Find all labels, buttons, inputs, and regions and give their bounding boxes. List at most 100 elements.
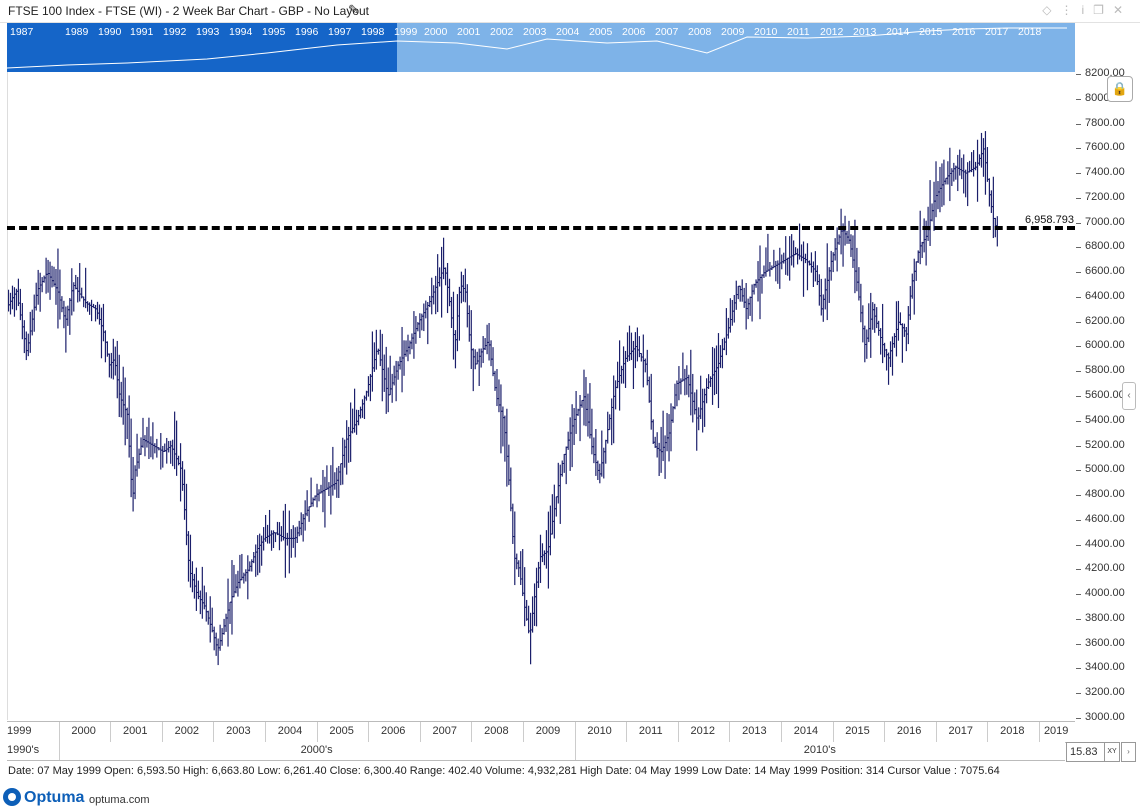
- y-axis-tick-label: 6800.00: [1085, 240, 1125, 253]
- restore-icon[interactable]: ❐: [1093, 3, 1113, 17]
- price-bar: [885, 348, 889, 371]
- y-axis-tick: [1076, 618, 1081, 620]
- price-bar: [663, 435, 667, 479]
- edit-pencil-icon[interactable]: ✎: [348, 2, 359, 17]
- price-bar: [604, 439, 608, 464]
- zoom-arrow-icon[interactable]: ›: [1121, 742, 1136, 762]
- y-axis-tick: [1076, 718, 1081, 719]
- price-bar: [204, 592, 208, 622]
- price-bar: [459, 271, 463, 304]
- price-bar: [809, 252, 813, 273]
- overview-year-label: 1992: [163, 26, 187, 38]
- price-bar: [40, 277, 44, 293]
- xy-toggle-button[interactable]: XY: [1104, 742, 1120, 762]
- price-bar: [608, 414, 612, 431]
- price-bar: [535, 567, 539, 627]
- x-axis-separator: [471, 722, 473, 742]
- price-bar: [659, 426, 663, 473]
- overview-navigator[interactable]: 1987 1989 1990 1991 1992 1993 1994 1995 1996 1997…: [7, 23, 1075, 72]
- reference-line[interactable]: [7, 225, 1075, 230]
- price-bar: [570, 404, 574, 468]
- price-bar: [914, 261, 918, 281]
- price-bar: [64, 306, 68, 353]
- y-axis-tick-label: 3800.00: [1085, 611, 1125, 624]
- price-bar: [728, 298, 732, 333]
- price-bar: [966, 162, 970, 207]
- price-bar: [343, 439, 347, 468]
- x-axis-year-label: 2016: [896, 725, 922, 737]
- price-bar: [616, 361, 620, 389]
- brand-url[interactable]: optuma.com: [89, 794, 150, 806]
- price-bar: [705, 378, 709, 404]
- price-bar: [685, 365, 689, 395]
- price-bar: [220, 628, 224, 646]
- x-axis-year-label: 2010: [587, 725, 612, 737]
- price-bar: [283, 503, 287, 578]
- price-bar: [590, 408, 594, 455]
- price-bar: [952, 162, 956, 182]
- lock-icon[interactable]: 🔒: [1107, 76, 1133, 102]
- x-axis[interactable]: 1999 2000 2001 2002 2003 2004 2005 2006 2007 2008…: [7, 721, 1075, 743]
- price-bar: [689, 349, 693, 416]
- side-panel-toggle-icon[interactable]: ‹: [1122, 382, 1136, 410]
- price-bar: [414, 316, 418, 344]
- menu-dots-icon[interactable]: ⋮: [1060, 3, 1082, 17]
- price-bar: [697, 407, 701, 431]
- price-bar: [527, 605, 531, 634]
- price-bar: [602, 447, 606, 479]
- price-bar: [311, 497, 315, 507]
- decade-label: 2010's: [803, 744, 836, 756]
- overview-year-label: 1996: [295, 26, 319, 38]
- x-axis-separator: [316, 722, 318, 742]
- price-bar: [853, 219, 857, 294]
- price-bar: [507, 444, 511, 486]
- x-axis-year-label: 2005: [329, 725, 354, 737]
- price-bar: [843, 215, 847, 246]
- price-bar: [390, 373, 394, 403]
- close-icon[interactable]: ✕: [1112, 3, 1132, 17]
- price-bar: [125, 407, 129, 439]
- price-bar: [699, 375, 703, 420]
- zoom-value-box[interactable]: 15.83: [1066, 742, 1106, 762]
- price-bar: [145, 426, 149, 448]
- price-bar: [173, 411, 177, 470]
- price-bar: [711, 346, 715, 405]
- price-bar: [451, 291, 455, 360]
- price-bar: [827, 267, 831, 303]
- price-bar: [137, 448, 141, 469]
- price-bar: [819, 278, 823, 316]
- diamond-icon[interactable]: ◇: [1042, 3, 1061, 17]
- price-bar: [329, 465, 333, 515]
- price-bar: [505, 408, 509, 487]
- price-bar: [309, 477, 313, 508]
- price-bar: [42, 275, 46, 283]
- price-bar: [622, 346, 626, 384]
- x-axis-separator: [884, 722, 886, 742]
- price-bar: [529, 612, 533, 665]
- price-bar: [552, 484, 556, 539]
- price-bar: [78, 263, 82, 302]
- price-bar: [216, 638, 220, 666]
- price-bar: [944, 177, 948, 185]
- price-bar: [58, 269, 62, 320]
- y-axis-tick: [1076, 222, 1081, 224]
- price-bar: [857, 267, 861, 301]
- price-bar: [756, 261, 760, 302]
- price-bar: [509, 467, 513, 512]
- price-bar: [412, 311, 416, 359]
- price-bar: [24, 331, 28, 361]
- overview-year-label: 1997: [328, 26, 352, 38]
- plot-area[interactable]: [7, 72, 1077, 720]
- price-bar: [151, 422, 155, 460]
- price-bar: [560, 460, 564, 477]
- price-bar: [16, 278, 20, 307]
- price-bar: [400, 326, 404, 393]
- price-bar: [467, 305, 471, 342]
- price-bar: [734, 280, 738, 310]
- price-bar: [380, 333, 384, 402]
- info-icon[interactable]: i: [1081, 3, 1094, 17]
- price-bar: [113, 346, 117, 376]
- overview-selection[interactable]: [7, 23, 397, 72]
- price-bar: [495, 369, 499, 407]
- price-bar: [270, 530, 274, 551]
